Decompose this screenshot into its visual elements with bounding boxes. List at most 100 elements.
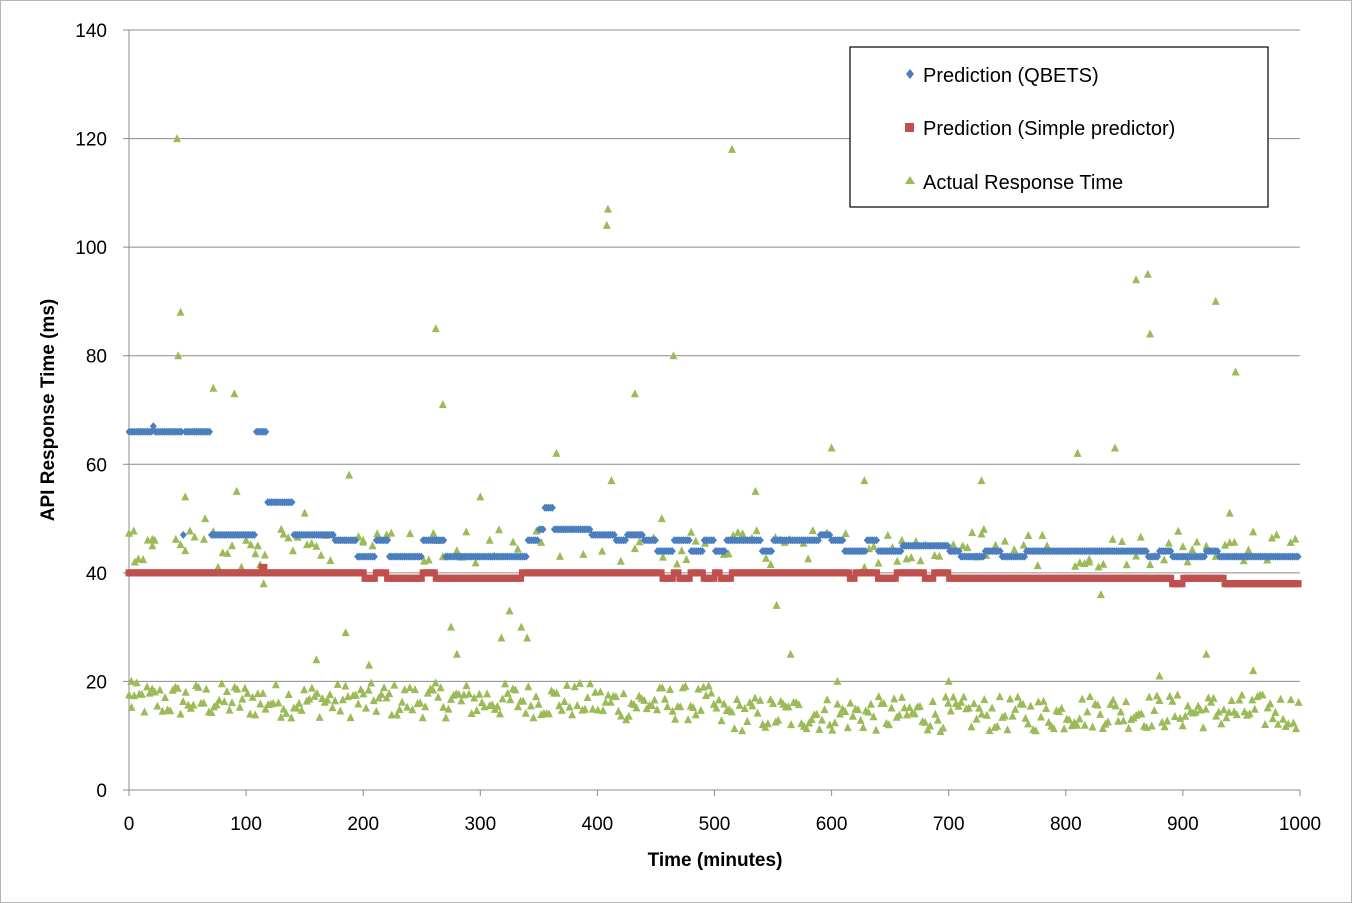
data-point-actual [181, 687, 190, 696]
x-tick-label: 500 [699, 814, 731, 835]
data-point-actual [213, 562, 222, 571]
data-point-actual [1065, 715, 1074, 724]
data-point-actual [428, 685, 437, 694]
data-point-actual-outlier [1110, 443, 1119, 452]
data-point-actual [1219, 705, 1228, 714]
data-point-actual [1099, 559, 1108, 568]
data-point-actual-outlier [341, 628, 350, 637]
data-point-actual [529, 713, 538, 722]
data-point-actual [1013, 692, 1022, 701]
data-point-actual [495, 525, 504, 534]
data-point-actual [338, 695, 347, 704]
data-point-qbets [698, 547, 706, 556]
legend-item-simple: Prediction (Simple predictor) [905, 118, 1175, 140]
legend-label-qbets: Prediction (QBETS) [923, 65, 1099, 87]
data-point-actual [462, 527, 471, 536]
data-point-actual [444, 704, 453, 713]
data-point-actual [395, 704, 404, 713]
data-point-actual [243, 688, 252, 697]
data-point-actual [1221, 540, 1230, 549]
data-point-actual [1294, 697, 1303, 706]
data-point-actual [856, 715, 865, 724]
data-point-simple [1167, 574, 1175, 582]
data-point-actual [740, 703, 749, 712]
data-point-actual [1201, 704, 1210, 713]
data-point-actual [926, 721, 935, 730]
data-point-qbets [668, 547, 676, 556]
data-point-simple [891, 574, 899, 582]
data-point-actual [946, 706, 955, 715]
data-point-actual [599, 706, 608, 715]
data-point-actual [288, 546, 297, 555]
y-tick-label: 100 [75, 238, 107, 259]
data-point-actual-outlier [312, 655, 321, 664]
data-point-qbets [179, 530, 187, 539]
data-point-actual [472, 706, 481, 715]
data-point-actual [284, 533, 293, 542]
data-point-actual [385, 689, 394, 698]
data-point-actual [1258, 690, 1267, 699]
data-point-actual [1160, 555, 1169, 564]
data-point-simple [685, 574, 693, 582]
data-point-actual [893, 556, 902, 565]
data-point-actual [1230, 537, 1239, 546]
data-point-actual [246, 709, 255, 718]
data-point-actual [825, 720, 834, 729]
data-point-actual-outlier [176, 307, 185, 316]
data-point-actual [406, 529, 415, 538]
data-point-actual-outlier [438, 400, 447, 409]
data-point-actual [1188, 545, 1197, 554]
data-point-actual [702, 690, 711, 699]
data-point-actual [738, 529, 747, 538]
data-point-actual [696, 705, 705, 714]
data-point-qbets [1294, 552, 1302, 561]
data-point-actual [977, 709, 986, 718]
data-point-qbets [177, 427, 185, 436]
data-point-actual [575, 678, 584, 687]
data-point-actual [1235, 695, 1244, 704]
data-point-actual [1192, 537, 1201, 546]
data-point-actual [988, 703, 997, 712]
data-point-actual [689, 702, 698, 711]
data-point-actual [1109, 695, 1118, 704]
data-point-actual [1160, 722, 1169, 731]
data-point-actual-outlier [1143, 269, 1152, 278]
data-point-actual [140, 707, 149, 716]
data-point-actual [941, 692, 950, 701]
data-point-actual [326, 556, 335, 565]
data-point-actual [573, 701, 582, 710]
data-point-actual [333, 679, 342, 688]
data-point-actual [874, 558, 883, 567]
data-point-actual [1227, 696, 1236, 705]
data-point-actual [408, 705, 417, 714]
data-point-actual [915, 701, 924, 710]
data-point-qbets [288, 498, 296, 507]
data-point-actual [125, 690, 133, 699]
data-point-actual [1137, 709, 1146, 718]
data-point-actual [1080, 720, 1089, 729]
data-point-actual-outlier [669, 351, 678, 360]
y-tick-label: 140 [75, 21, 107, 42]
legend-triangle-icon [905, 176, 915, 184]
data-point-actual [305, 694, 314, 703]
data-point-simple [710, 574, 718, 582]
data-point-actual [514, 702, 523, 711]
data-point-actual [1173, 690, 1182, 699]
x-tick-label: 200 [347, 814, 379, 835]
data-point-actual [1178, 721, 1187, 730]
data-point-actual [1078, 694, 1087, 703]
data-point-qbets [262, 427, 270, 436]
legend-box [849, 46, 1269, 208]
data-point-actual [1057, 703, 1066, 712]
data-point-actual-outlier [979, 524, 988, 533]
x-tick-label: 1000 [1279, 814, 1321, 835]
data-point-actual [328, 703, 337, 712]
data-point-actual [836, 709, 845, 718]
data-point-actual [199, 698, 208, 707]
x-tick-label: 800 [1050, 814, 1082, 835]
data-point-actual [1267, 533, 1276, 542]
data-point-actual [475, 689, 484, 698]
data-point-actual [1000, 536, 1009, 545]
data-point-actual [883, 530, 892, 539]
data-point-actual [258, 688, 267, 697]
